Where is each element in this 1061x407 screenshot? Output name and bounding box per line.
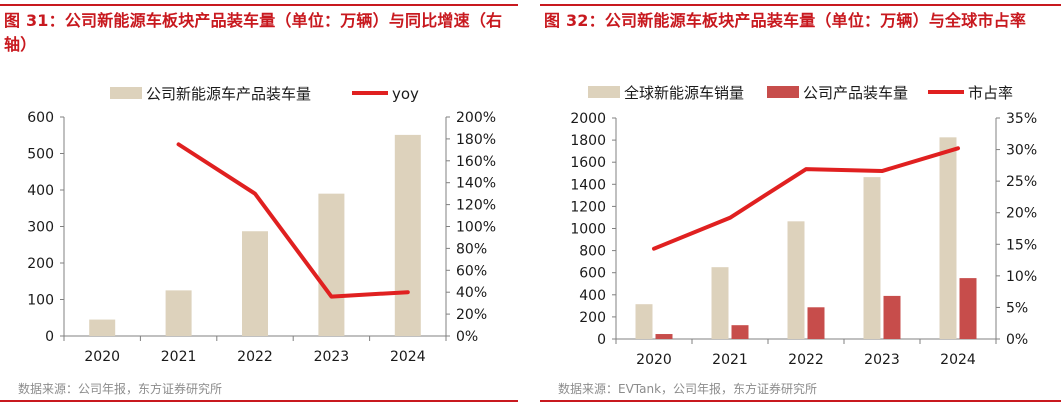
y-left-tick-label: 600 (579, 266, 606, 282)
y-left-tick-label: 1600 (570, 155, 606, 171)
y-right-tick-label: 80% (456, 241, 487, 257)
x-tick-label: 2023 (314, 349, 350, 365)
y-left-tick-label: 0 (597, 332, 606, 348)
figure-title: 图 32：公司新能源车板块产品装车量（单位：万辆）与全球市占率 (544, 11, 1027, 30)
x-tick-label: 2022 (237, 349, 273, 365)
y-left-tick-label: 300 (27, 220, 54, 236)
x-tick-label: 2024 (940, 352, 976, 368)
legend-label: yoy (392, 85, 419, 103)
chart-figure-32: 0 200 400 600 800 1000 1200 1400 1600 1800 2000 0% 5… (570, 84, 1037, 368)
y-left-tick-label: 600 (27, 110, 54, 126)
y-left-tick-label: 1000 (570, 222, 606, 238)
bar-全球新能源车销量 (787, 221, 805, 339)
line-yoy (176, 142, 410, 299)
figure-32-panel: 图 32：公司新能源车板块产品装车量（单位：万辆）与全球市占率 0 200 400 6… (540, 0, 1061, 407)
top-rule (0, 4, 518, 6)
y-right-tick-label: 5% (1006, 300, 1028, 316)
legend-label: 公司新能源车产品装车量 (146, 85, 311, 103)
chart-figure-31: 0 100 200 300 400 500 600 0% 20% 40% 60% 80% 100% 120… (27, 85, 496, 365)
legend-swatch (767, 86, 799, 98)
y-right-tick-label: 120% (456, 198, 496, 214)
bar-公司新能源车产品装车量 (165, 290, 192, 336)
y-right-tick-label: 160% (456, 154, 496, 170)
y-right-tick-label: 140% (456, 176, 496, 192)
x-tick-label: 2020 (636, 352, 672, 368)
y-left-tick-label: 200 (27, 256, 54, 272)
y-left-tick-label: 0 (45, 329, 54, 345)
bar-公司新能源车产品装车量 (242, 231, 268, 336)
x-tick-label: 2022 (788, 352, 824, 368)
line-市占率 (652, 146, 960, 251)
y-right-tick-label: 40% (456, 285, 487, 301)
y-right-tick-label: 60% (456, 263, 487, 279)
bar-全球新能源车销量 (863, 177, 881, 339)
bar-全球新能源车销量 (711, 267, 729, 339)
y-right-tick-label: 200% (456, 110, 496, 126)
y-left-tick-label: 1800 (570, 133, 606, 149)
bottom-rule (540, 400, 1061, 402)
x-tick-label: 2020 (84, 349, 120, 365)
x-tick-label: 2023 (864, 352, 900, 368)
figure-31-panel: 图 31：公司新能源车板块产品装车量（单位：万辆）与同比增速（右轴） 0 100 2… (0, 0, 518, 407)
bar-公司产品装车量 (959, 278, 977, 339)
bar-公司新能源车产品装车量 (394, 134, 421, 336)
top-rule (540, 4, 1061, 6)
legend-swatch (110, 87, 142, 99)
y-right-tick-label: 15% (1006, 237, 1037, 253)
bar-全球新能源车销量 (635, 304, 653, 339)
x-tick-label: 2021 (712, 352, 748, 368)
bar-公司产品装车量 (807, 307, 825, 339)
legend-label: 公司产品装车量 (803, 84, 908, 102)
y-right-tick-label: 20% (456, 307, 487, 323)
y-right-tick-label: 0% (456, 329, 478, 345)
y-left-tick-label: 400 (579, 288, 606, 304)
legend-swatch (588, 86, 620, 98)
y-left-tick-label: 400 (27, 183, 54, 199)
y-left-tick-label: 100 (27, 293, 54, 309)
y-right-tick-label: 100% (456, 220, 496, 236)
legend-label: 全球新能源车销量 (624, 84, 744, 102)
bar-公司产品装车量 (883, 295, 901, 339)
x-tick-label: 2021 (161, 349, 197, 365)
y-right-tick-label: 0% (1006, 332, 1028, 348)
bar-公司产品装车量 (731, 325, 749, 339)
y-right-tick-label: 10% (1006, 269, 1037, 285)
legend-label: 市占率 (968, 84, 1013, 102)
bar-公司产品装车量 (655, 334, 673, 339)
y-right-tick-label: 25% (1006, 174, 1037, 190)
y-left-tick-label: 200 (579, 310, 606, 326)
y-right-tick-label: 35% (1006, 111, 1037, 127)
figure-title: 图 31：公司新能源车板块产品装车量（单位：万辆）与同比增速（右轴） (4, 11, 503, 54)
bar-全球新能源车销量 (939, 137, 957, 339)
y-left-tick-label: 1200 (570, 199, 606, 215)
source-note: 数据来源：EVTank，公司年报，东方证券研究所 (558, 382, 818, 396)
y-right-tick-label: 30% (1006, 143, 1037, 159)
y-right-tick-label: 20% (1006, 206, 1037, 222)
y-left-tick-label: 800 (579, 244, 606, 260)
y-left-tick-label: 500 (27, 147, 54, 163)
y-right-tick-label: 180% (456, 132, 496, 148)
source-note: 数据来源：公司年报，东方证券研究所 (18, 382, 223, 396)
bar-公司新能源车产品装车量 (318, 193, 345, 336)
y-left-tick-label: 1400 (570, 177, 606, 193)
bar-公司新能源车产品装车量 (89, 319, 116, 336)
y-left-tick-label: 2000 (570, 111, 606, 127)
x-tick-label: 2024 (390, 349, 426, 365)
bottom-rule (0, 400, 518, 402)
